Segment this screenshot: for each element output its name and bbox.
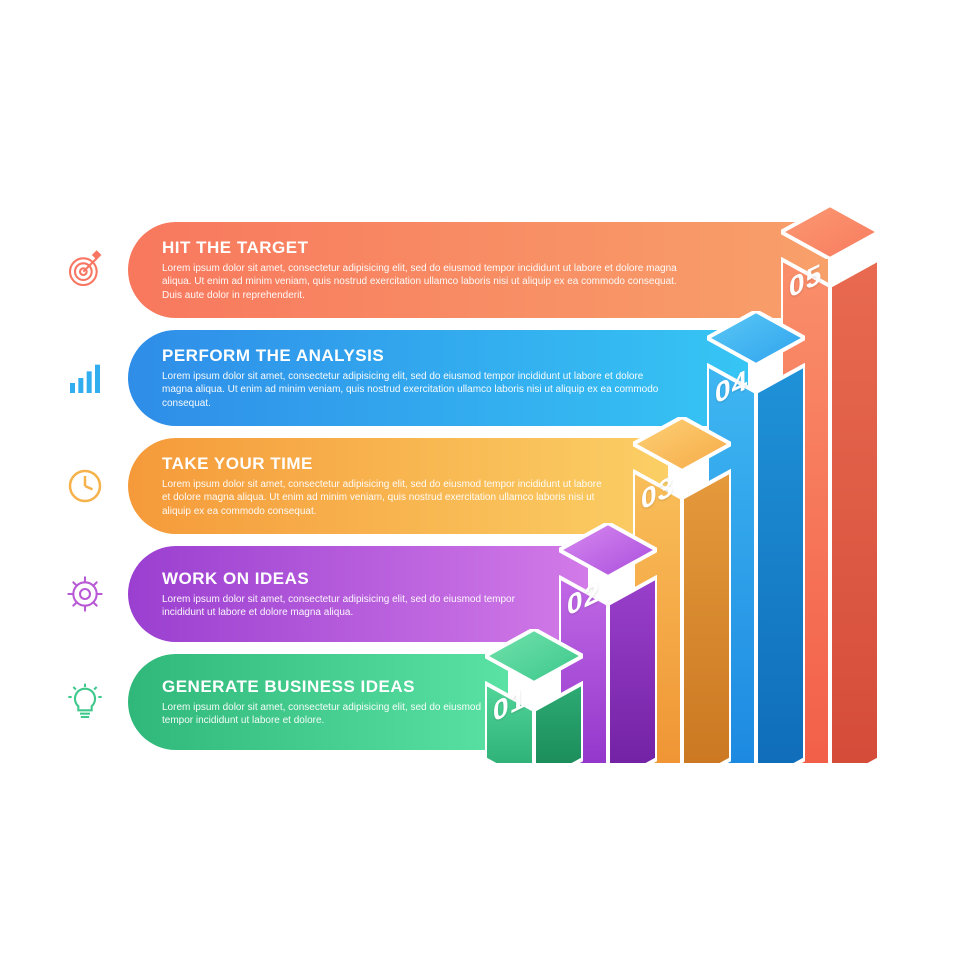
step-bar-04: PERFORM THE ANALYSIS Lorem ipsum dolor si… bbox=[128, 330, 748, 426]
step-row-03: TAKE YOUR TIME Lorem ipsum dolor sit amet… bbox=[60, 436, 668, 536]
step-bar-05: HIT THE TARGET Lorem ipsum dolor sit amet… bbox=[128, 222, 828, 318]
step-title: PERFORM THE ANALYSIS bbox=[162, 346, 736, 366]
step-desc: Lorem ipsum dolor sit amet, consectetur … bbox=[162, 478, 602, 519]
step-title: TAKE YOUR TIME bbox=[162, 454, 656, 474]
bars-icon bbox=[60, 353, 110, 403]
step-row-01: GENERATE BUSINESS IDEAS Lorem ipsum dolor… bbox=[60, 652, 508, 752]
clock-icon bbox=[60, 461, 110, 511]
step-title: GENERATE BUSINESS IDEAS bbox=[162, 677, 496, 697]
step-desc: Lorem ipsum dolor sit amet, consectetur … bbox=[162, 262, 682, 303]
step-row-02: WORK ON IDEAS Lorem ipsum dolor sit amet,… bbox=[60, 544, 588, 644]
bulb-icon bbox=[60, 677, 110, 727]
step-bar-03: TAKE YOUR TIME Lorem ipsum dolor sit amet… bbox=[128, 438, 668, 534]
step-bar-02: WORK ON IDEAS Lorem ipsum dolor sit amet,… bbox=[128, 546, 588, 642]
gear-icon bbox=[60, 569, 110, 619]
step-row-04: PERFORM THE ANALYSIS Lorem ipsum dolor si… bbox=[60, 328, 748, 428]
step-desc: Lorem ipsum dolor sit amet, consectetur … bbox=[162, 593, 542, 620]
target-icon bbox=[60, 245, 110, 295]
step-title: HIT THE TARGET bbox=[162, 238, 816, 258]
step-desc: Lorem ipsum dolor sit amet, consectetur … bbox=[162, 370, 662, 411]
step-desc: Lorem ipsum dolor sit amet, consectetur … bbox=[162, 701, 482, 728]
step-title: WORK ON IDEAS bbox=[162, 569, 576, 589]
step-row-05: HIT THE TARGET Lorem ipsum dolor sit amet… bbox=[60, 220, 828, 320]
step-bar-01: GENERATE BUSINESS IDEAS Lorem ipsum dolor… bbox=[128, 654, 508, 750]
infographic-stage: HIT THE TARGET Lorem ipsum dolor sit amet… bbox=[60, 220, 920, 780]
